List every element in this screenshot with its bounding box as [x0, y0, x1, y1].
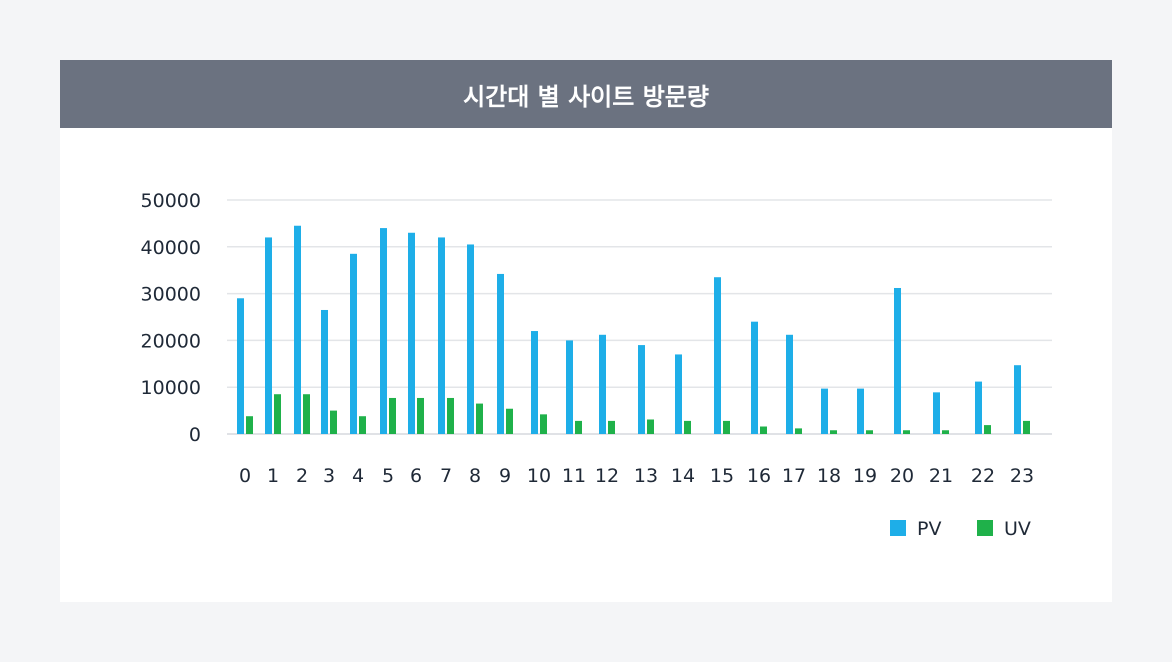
bar-pv — [467, 244, 474, 434]
x-tick-label: 4 — [352, 465, 364, 487]
x-tick-label: 7 — [440, 465, 452, 487]
legend-swatch-uv — [977, 520, 993, 536]
x-tick-label: 22 — [971, 465, 995, 487]
x-tick-label: 11 — [562, 465, 586, 487]
bar-pv — [1014, 365, 1021, 434]
y-tick-label: 50000 — [141, 190, 201, 212]
bar-pv — [566, 340, 573, 434]
x-tick-label: 6 — [410, 465, 422, 487]
bar-uv — [274, 394, 281, 434]
x-tick-label: 17 — [782, 465, 806, 487]
bar-uv — [330, 410, 337, 434]
x-tick-label: 21 — [929, 465, 953, 487]
x-tick-label: 8 — [469, 465, 481, 487]
bar-pv — [714, 277, 721, 434]
bar-uv — [359, 416, 366, 434]
bar-uv — [417, 397, 424, 434]
bar-uv — [246, 416, 253, 434]
bar-pv — [380, 228, 387, 434]
chart-card: 시간대 별 사이트 방문량 — [60, 60, 1112, 602]
bar-uv — [866, 430, 873, 434]
bar-pv — [438, 237, 445, 434]
chart-title: 시간대 별 사이트 방문량 — [463, 82, 709, 111]
bar-uv — [830, 430, 837, 434]
y-tick-label: 0 — [189, 424, 201, 446]
bar-pv — [350, 253, 357, 434]
x-tick-label: 13 — [634, 465, 658, 487]
bar-uv — [476, 403, 483, 434]
x-tick-label: 2 — [296, 465, 308, 487]
x-tick-label: 3 — [323, 465, 335, 487]
bar-pv — [786, 334, 793, 434]
x-tick-label: 10 — [527, 465, 551, 487]
x-tick-label: 15 — [710, 465, 734, 487]
legend-label-pv: PV — [917, 518, 941, 540]
y-tick-label: 20000 — [141, 330, 201, 352]
bar-pv — [975, 381, 982, 434]
x-tick-label: 0 — [239, 465, 251, 487]
bar-pv — [894, 287, 901, 434]
bar-uv — [684, 420, 691, 434]
bar-uv — [647, 419, 654, 434]
bar-uv — [389, 397, 396, 434]
bar-uv — [903, 430, 910, 434]
x-tick-label: 19 — [853, 465, 877, 487]
x-tick-label: 18 — [817, 465, 841, 487]
x-tick-label: 16 — [747, 465, 771, 487]
x-tick-label: 12 — [595, 465, 619, 487]
bar-pv — [531, 331, 538, 434]
legend-swatch-pv — [890, 520, 906, 536]
x-tick-label: 1 — [267, 465, 279, 487]
bar-pv — [408, 232, 415, 434]
legend-label-uv: UV — [1004, 518, 1031, 540]
bar-uv — [506, 408, 513, 434]
chart-header: 시간대 별 사이트 방문량 — [60, 60, 1112, 128]
bar-pv — [497, 273, 504, 434]
x-tick-label: 14 — [671, 465, 695, 487]
bar-pv — [321, 309, 328, 434]
x-tick-label: 5 — [382, 465, 394, 487]
bar-pv — [751, 321, 758, 434]
bar-pv — [821, 388, 828, 434]
bar-uv — [575, 420, 582, 434]
x-tick-label: 23 — [1010, 465, 1034, 487]
bar-pv — [599, 334, 606, 434]
bar-uv — [608, 420, 615, 434]
bar-pv — [933, 392, 940, 434]
bar-pv — [675, 354, 682, 434]
bar-uv — [942, 430, 949, 434]
x-tick-label: 20 — [890, 465, 914, 487]
bar-uv — [303, 394, 310, 434]
bar-uv — [984, 425, 991, 434]
bar-uv — [795, 428, 802, 434]
y-tick-label: 10000 — [141, 377, 201, 399]
bar-uv — [540, 414, 547, 434]
bar-pv — [638, 345, 645, 434]
bar-pv — [294, 225, 301, 434]
bar-uv — [760, 426, 767, 434]
bar-pv — [265, 237, 272, 434]
bar-uv — [723, 420, 730, 434]
bar-uv — [1023, 420, 1030, 434]
bar-pv — [237, 298, 244, 434]
y-tick-label: 30000 — [141, 284, 201, 306]
bar-pv — [857, 388, 864, 434]
x-tick-label: 9 — [499, 465, 511, 487]
bar-uv — [447, 397, 454, 434]
y-tick-label: 40000 — [141, 237, 201, 259]
